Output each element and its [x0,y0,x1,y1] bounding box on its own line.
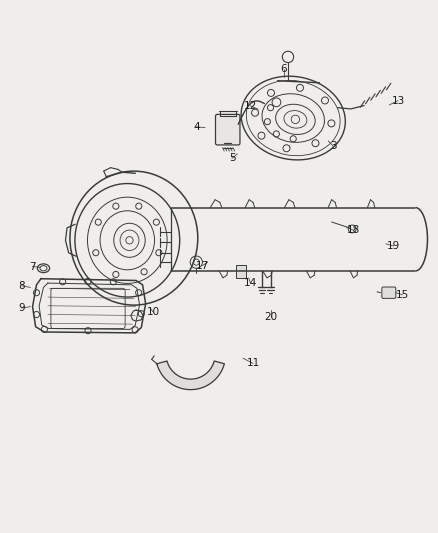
Text: 4: 4 [193,122,200,132]
Text: 3: 3 [330,141,337,151]
Polygon shape [157,361,224,390]
Text: 7: 7 [29,262,35,271]
Text: 18: 18 [347,225,360,235]
Text: 14: 14 [244,278,257,288]
Text: 20: 20 [264,312,277,322]
Text: 13: 13 [392,95,405,106]
Text: 12: 12 [244,101,257,111]
Text: 6: 6 [280,64,287,74]
Text: 19: 19 [387,241,400,251]
Text: 10: 10 [147,308,160,317]
Text: 8: 8 [18,281,25,290]
FancyBboxPatch shape [236,265,246,278]
Text: 5: 5 [229,153,235,163]
Text: 11: 11 [247,358,260,368]
Text: 17: 17 [196,261,209,271]
FancyBboxPatch shape [382,287,396,298]
Text: 15: 15 [396,290,409,300]
Text: 9: 9 [18,303,25,313]
FancyBboxPatch shape [215,115,240,145]
